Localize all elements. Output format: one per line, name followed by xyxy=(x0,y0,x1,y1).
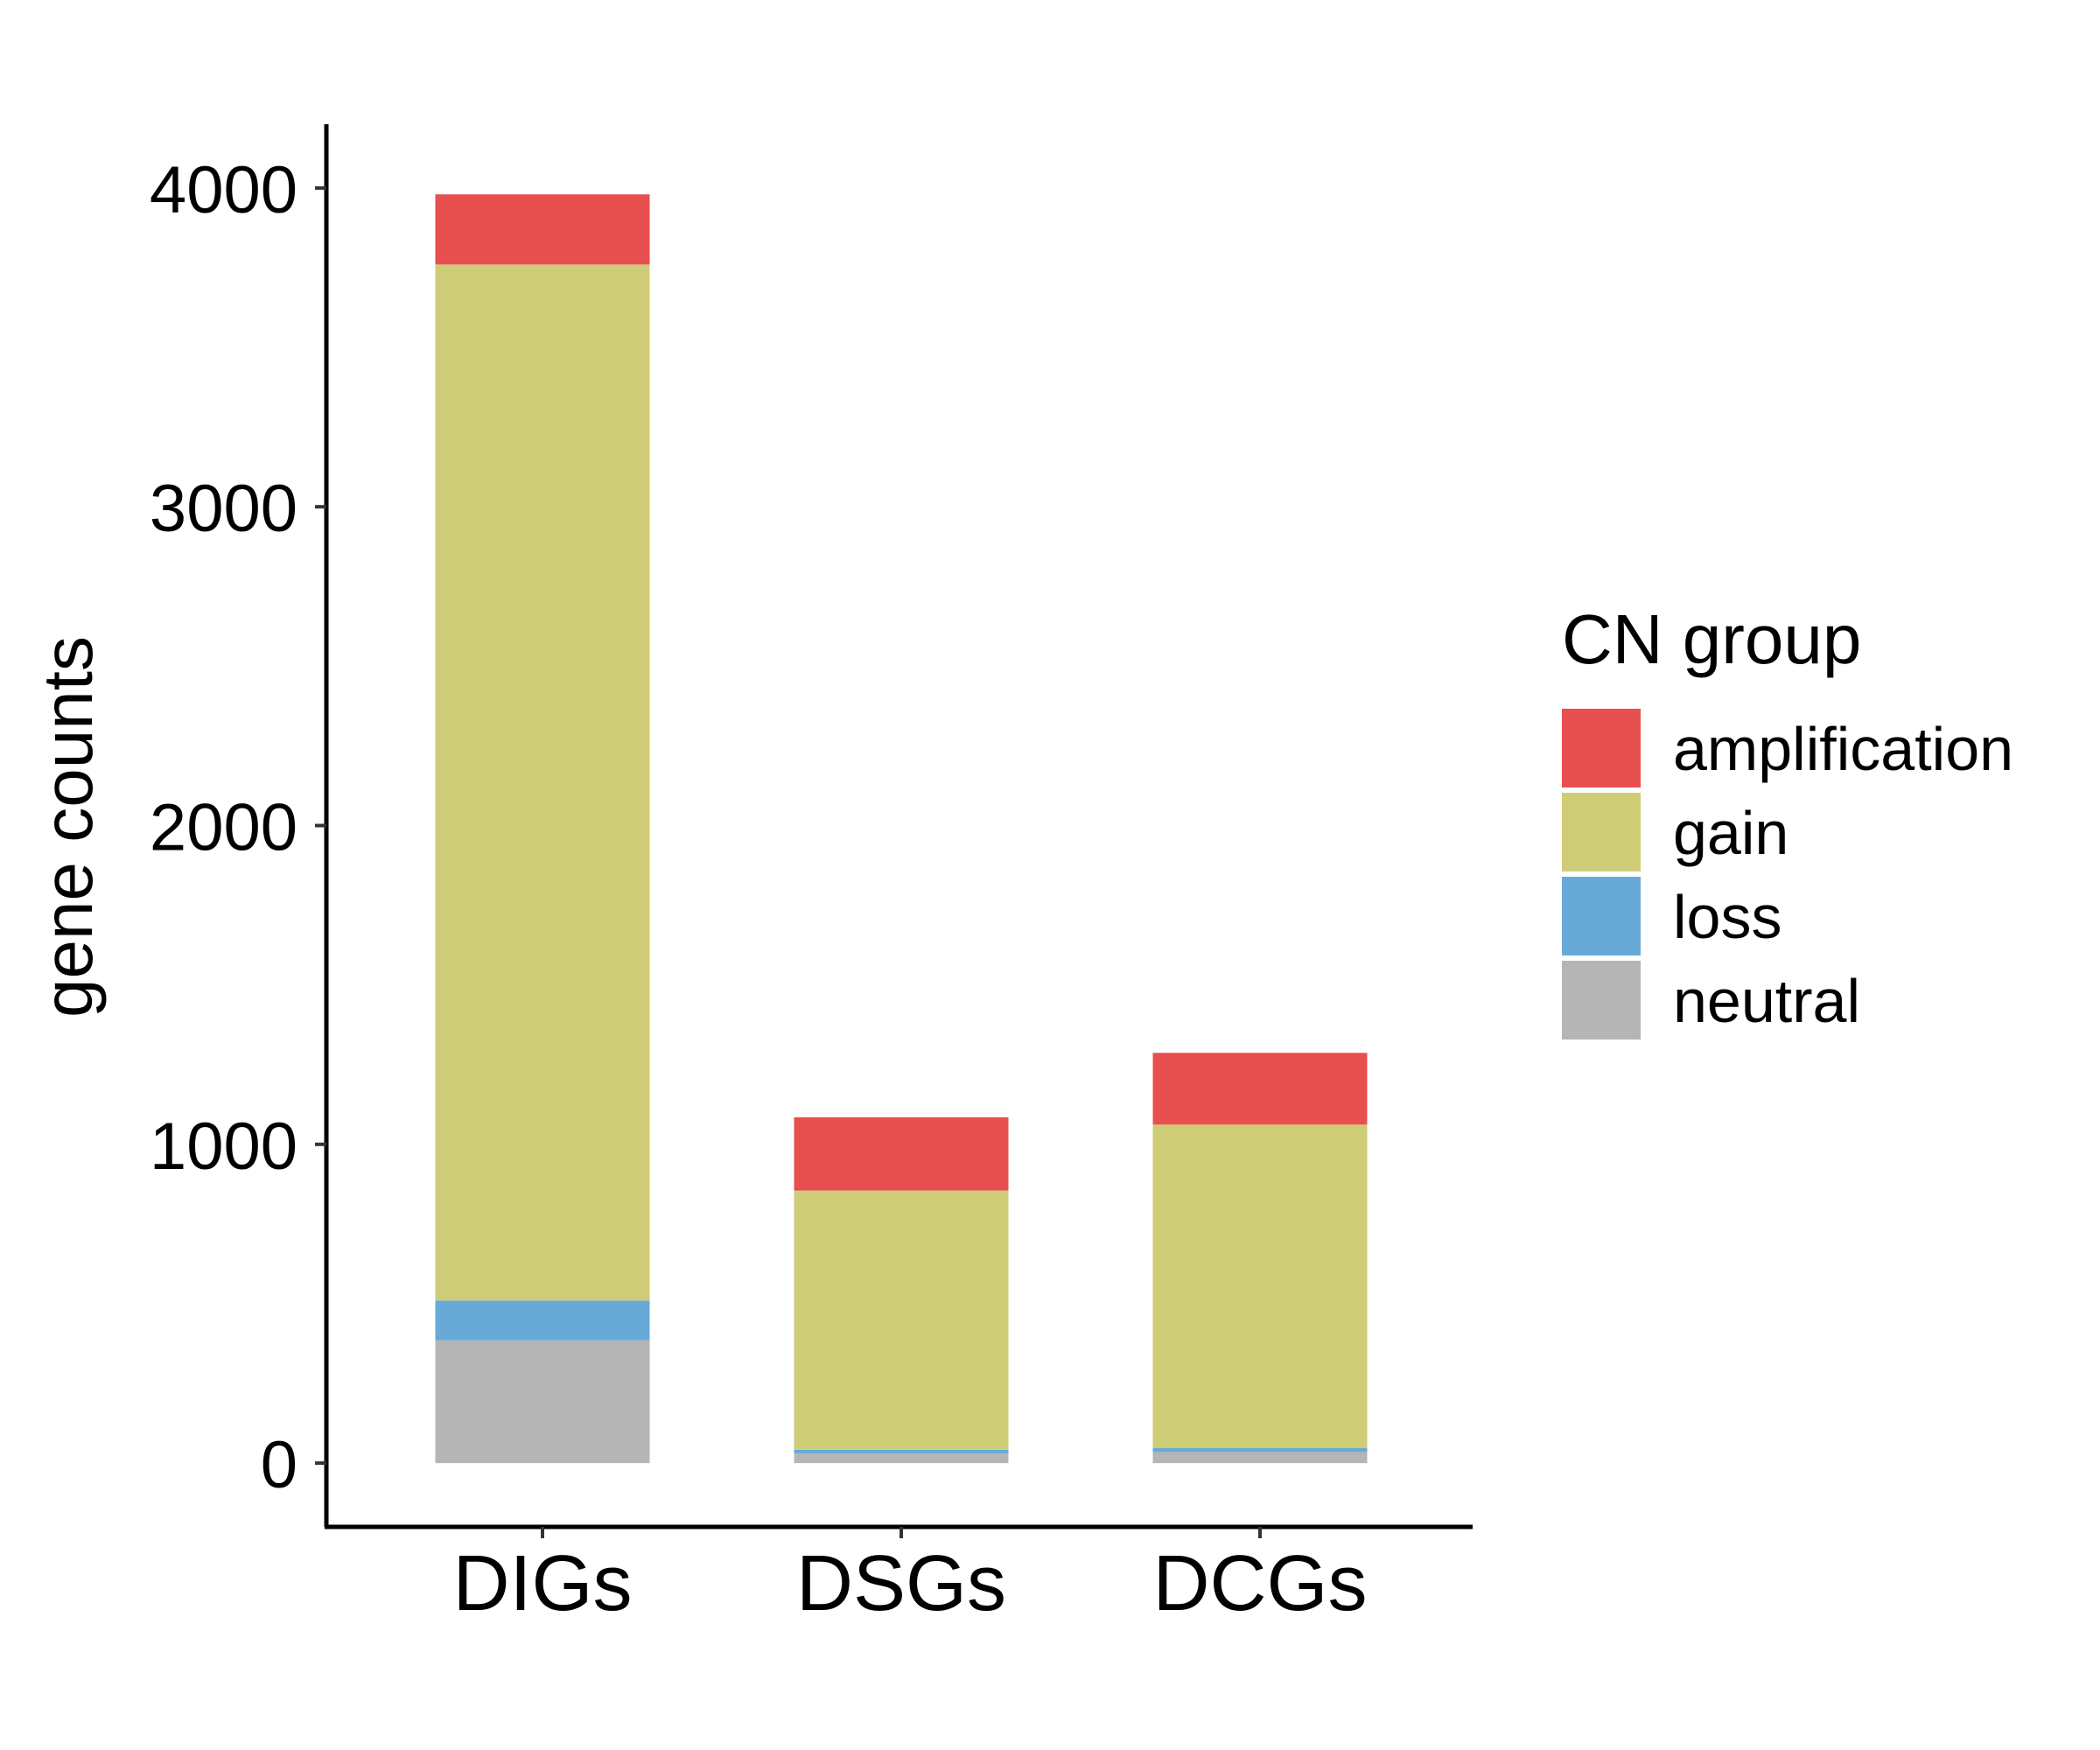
bar-dsgs-gain xyxy=(794,1190,1009,1450)
y-tick-label: 3000 xyxy=(150,472,298,546)
y-tick-label: 2000 xyxy=(150,791,298,865)
legend-swatch-neutral xyxy=(1562,961,1641,1040)
legend-swatch-amplification xyxy=(1562,709,1641,788)
bar-dsgs-loss xyxy=(794,1449,1009,1454)
y-ticks: 0 1000 2000 3000 4000 xyxy=(150,153,326,1502)
y-tick-label: 1000 xyxy=(150,1110,298,1184)
legend-label-loss: loss xyxy=(1673,883,1782,951)
y-tick-label: 0 xyxy=(261,1428,298,1502)
legend: CN group amplification gain loss neutral xyxy=(1562,600,2013,1040)
bar-dsgs-neutral xyxy=(794,1453,1009,1464)
legend-label-gain: gain xyxy=(1673,799,1788,867)
bar-digs-neutral xyxy=(435,1340,650,1464)
bar-dcgs-loss xyxy=(1152,1448,1368,1452)
bar-dsgs-amplification xyxy=(794,1116,1009,1191)
bar-digs-amplification xyxy=(435,194,650,265)
legend-swatch-loss xyxy=(1562,877,1641,956)
x-tick-label-digs: DIGs xyxy=(452,1540,632,1628)
legend-title: CN group xyxy=(1562,600,1861,678)
legend-label-amplification: amplification xyxy=(1673,715,2013,783)
legend-swatch-gain xyxy=(1562,793,1641,872)
bar-digs-loss xyxy=(435,1300,650,1340)
bar-dcgs-amplification xyxy=(1152,1053,1368,1125)
bar-dcgs-neutral xyxy=(1152,1452,1368,1464)
bars-layer xyxy=(435,194,1368,1464)
bar-dcgs-gain xyxy=(1152,1124,1368,1449)
legend-label-neutral: neutral xyxy=(1673,967,1860,1035)
x-tick-label-dcgs: DCGs xyxy=(1153,1540,1368,1628)
bar-digs-gain xyxy=(435,264,650,1301)
x-tick-label-dsgs: DSGs xyxy=(796,1540,1006,1628)
y-tick-label: 4000 xyxy=(150,153,298,228)
y-axis-label: gene counts xyxy=(29,636,107,1018)
legend-items: amplification gain loss neutral xyxy=(1562,709,2013,1040)
x-ticks: DIGs DSGs DCGs xyxy=(452,1527,1368,1628)
